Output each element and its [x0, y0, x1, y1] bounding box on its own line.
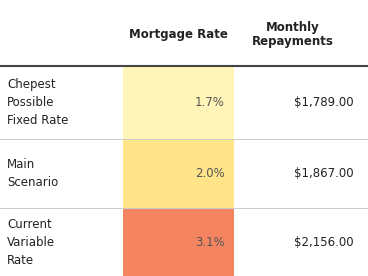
Text: 1.7%: 1.7% [195, 96, 224, 109]
Bar [123, 139, 234, 208]
Bar [123, 208, 234, 276]
Text: Main
Scenario: Main Scenario [7, 158, 59, 189]
Text: 3.1%: 3.1% [195, 236, 224, 249]
Text: $2,156.00: $2,156.00 [294, 236, 354, 249]
Text: Monthly
Repayments: Monthly Repayments [252, 20, 333, 49]
Text: 2.0%: 2.0% [195, 167, 224, 181]
Text: $1,867.00: $1,867.00 [294, 167, 354, 181]
Text: Mortgage Rate: Mortgage Rate [129, 28, 228, 41]
Text: $1,789.00: $1,789.00 [294, 96, 354, 109]
Text: Current
Variable
Rate: Current Variable Rate [7, 218, 56, 267]
Bar [123, 66, 234, 139]
Text: Chepest
Possible
Fixed Rate: Chepest Possible Fixed Rate [7, 78, 69, 127]
